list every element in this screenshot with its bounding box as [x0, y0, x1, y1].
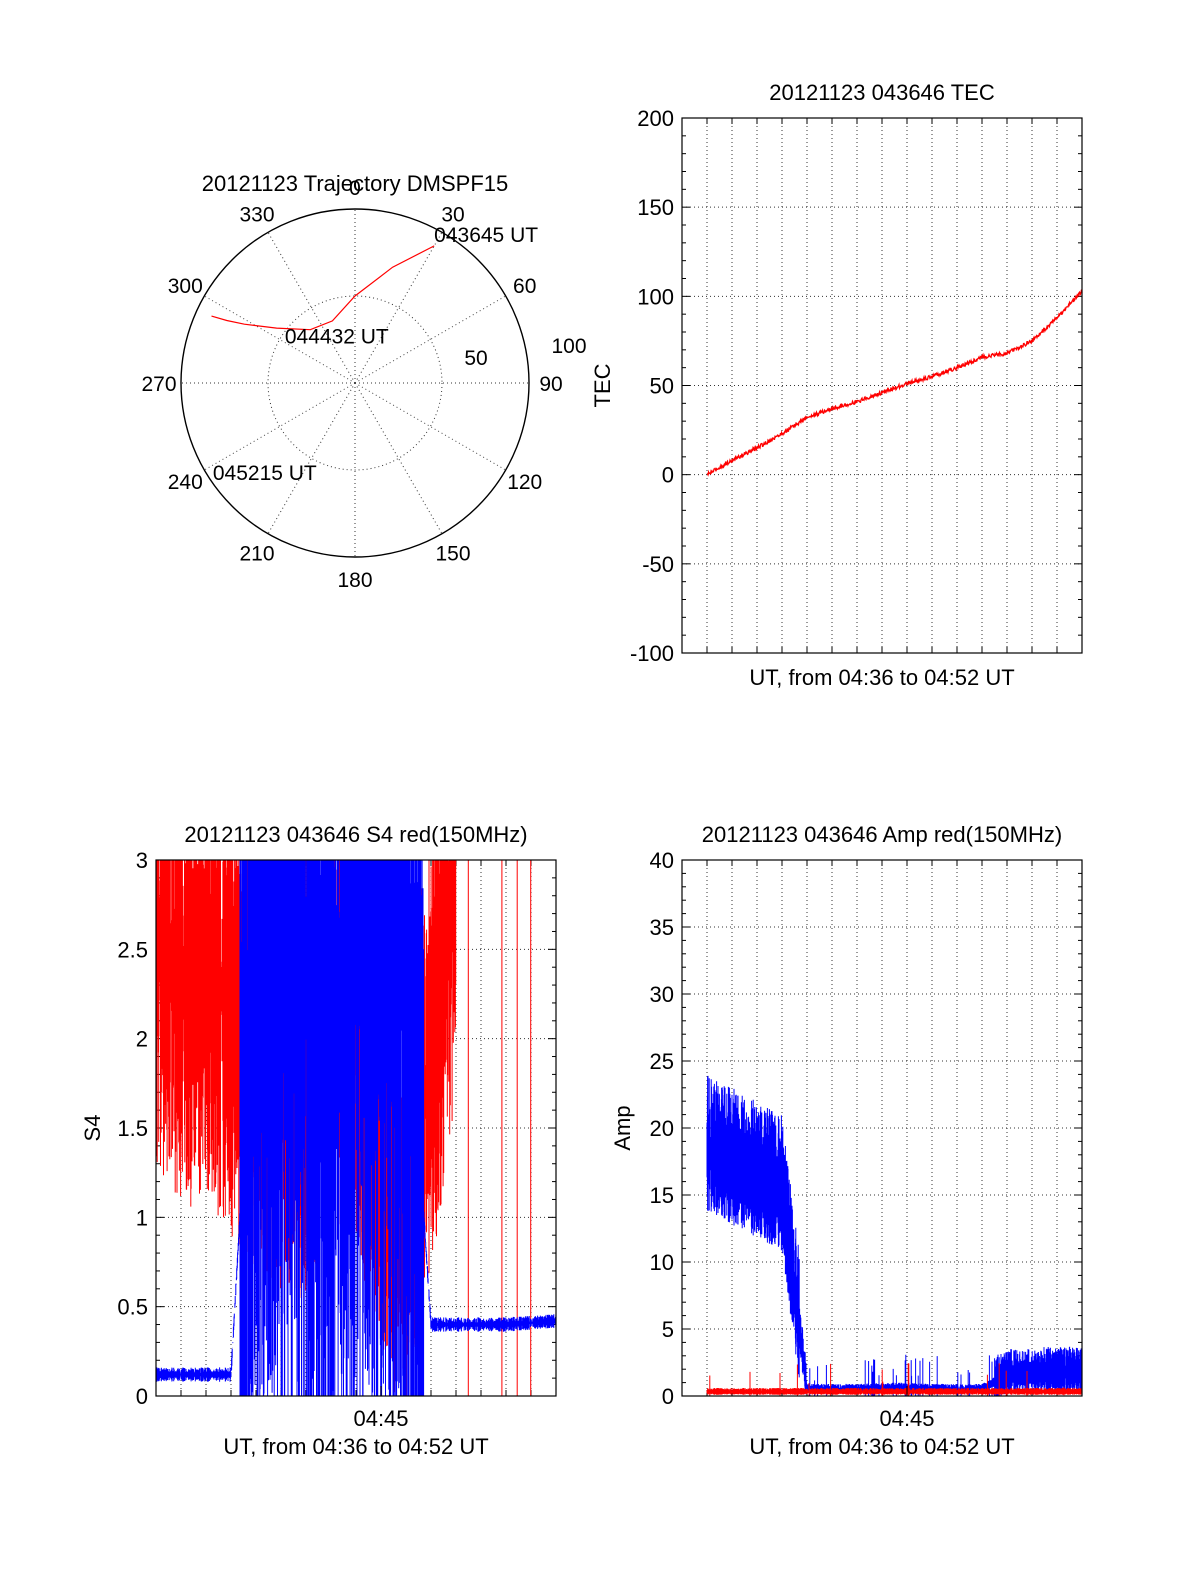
radial-tick-label: 100 [551, 335, 586, 358]
chart-title: 20121123 043646 Amp red(150MHz) [702, 822, 1062, 847]
trajectory-label: 043645 UT [434, 224, 538, 247]
y-tick-label: 2 [136, 1027, 148, 1052]
angle-tick-label: 330 [239, 203, 274, 226]
y-tick-label: 1.5 [117, 1116, 148, 1141]
y-tick-label: 2.5 [117, 937, 148, 962]
chart-panel-3: 0 5 10 15 20 25 30 35 40 20121123 043646 Amp red(… [610, 822, 1083, 1459]
y-tick-label: 30 [650, 982, 674, 1007]
series-line-0 [706, 1075, 1083, 1396]
y-tick-label: 5 [662, 1317, 674, 1342]
chart-title: 20121123 043646 S4 red(150MHz) [184, 822, 527, 847]
angle-tick-label: 90 [539, 373, 562, 396]
polar-outer-ring [180, 208, 530, 558]
chart-panel-2: 0 0.5 1 1.5 2 2.5 3 20121123 043646 S4 red(150M… [80, 822, 557, 1459]
y-tick-label: 200 [637, 106, 674, 131]
chart-title: 20121123 043646 TEC [769, 80, 995, 105]
y-tick-label: 40 [650, 848, 674, 873]
angle-tick-label: 150 [435, 543, 470, 566]
y-tick-label: 20 [650, 1116, 674, 1141]
angle-tick-label: 240 [168, 471, 203, 494]
trajectory-label: 045215 UT [213, 462, 317, 485]
y-tick-label: 0 [136, 1384, 148, 1409]
y-tick-label: 25 [650, 1049, 674, 1074]
y-axis-label: S4 [80, 1115, 105, 1142]
series-line-0 [706, 289, 1083, 477]
angle-tick-label: 210 [239, 543, 274, 566]
polar-spoke [267, 382, 356, 534]
trajectory-label: 044432 UT [285, 326, 389, 349]
polar-spoke [204, 382, 356, 471]
polar-spoke [267, 232, 356, 384]
y-tick-label: 10 [650, 1250, 674, 1275]
y-tick-label: 0 [662, 1384, 674, 1409]
plot-frame [681, 859, 1083, 1397]
angle-tick-label: 30 [441, 203, 464, 226]
y-tick-label: 0.5 [117, 1295, 148, 1320]
chart-title: 20121123 Trajectory DMSPF15 [202, 171, 509, 196]
x-axis-label: UT, from 04:36 to 04:52 UT [223, 1434, 488, 1459]
y-axis-label: Amp [610, 1105, 635, 1150]
trajectory-line [211, 245, 435, 331]
angle-tick-label: 120 [507, 471, 542, 494]
x-tick-label: 04:45 [879, 1406, 934, 1431]
polar-spoke [354, 295, 506, 384]
radial-tick-label: 50 [464, 347, 487, 370]
angle-tick-label: 0 [349, 177, 361, 200]
angle-tick-label: 180 [337, 569, 372, 592]
y-tick-label: 35 [650, 915, 674, 940]
polar-spoke [354, 232, 443, 384]
angle-tick-label: 270 [141, 373, 176, 396]
polar-spoke [204, 295, 356, 384]
y-tick-label: -50 [642, 552, 674, 577]
angle-tick-label: 60 [513, 275, 536, 298]
y-tick-label: 15 [650, 1183, 674, 1208]
y-tick-label: 150 [637, 195, 674, 220]
plot-frame [681, 117, 1083, 654]
y-tick-label: 1 [136, 1205, 148, 1230]
x-tick-label: 04:45 [353, 1406, 408, 1431]
y-tick-label: 0 [662, 463, 674, 488]
x-axis-label: UT, from 04:36 to 04:52 UT [749, 665, 1014, 690]
y-tick-label: 100 [637, 284, 674, 309]
polar-ring [267, 295, 443, 471]
polar-spoke [354, 382, 506, 471]
y-tick-label: -100 [630, 641, 674, 666]
angle-tick-label: 300 [168, 275, 203, 298]
y-tick-label: 50 [650, 374, 674, 399]
x-axis-label: UT, from 04:36 to 04:52 UT [749, 1434, 1014, 1459]
y-axis-label: TEC [590, 363, 615, 407]
y-tick-label: 3 [136, 848, 148, 873]
polar-spoke [354, 382, 443, 534]
plot-frame [155, 859, 557, 1397]
chart-panel-1: -100 -50 0 50 100 150 200 20121123 043646 TEC UT… [590, 80, 1083, 690]
series-line-1 [706, 1363, 1083, 1396]
